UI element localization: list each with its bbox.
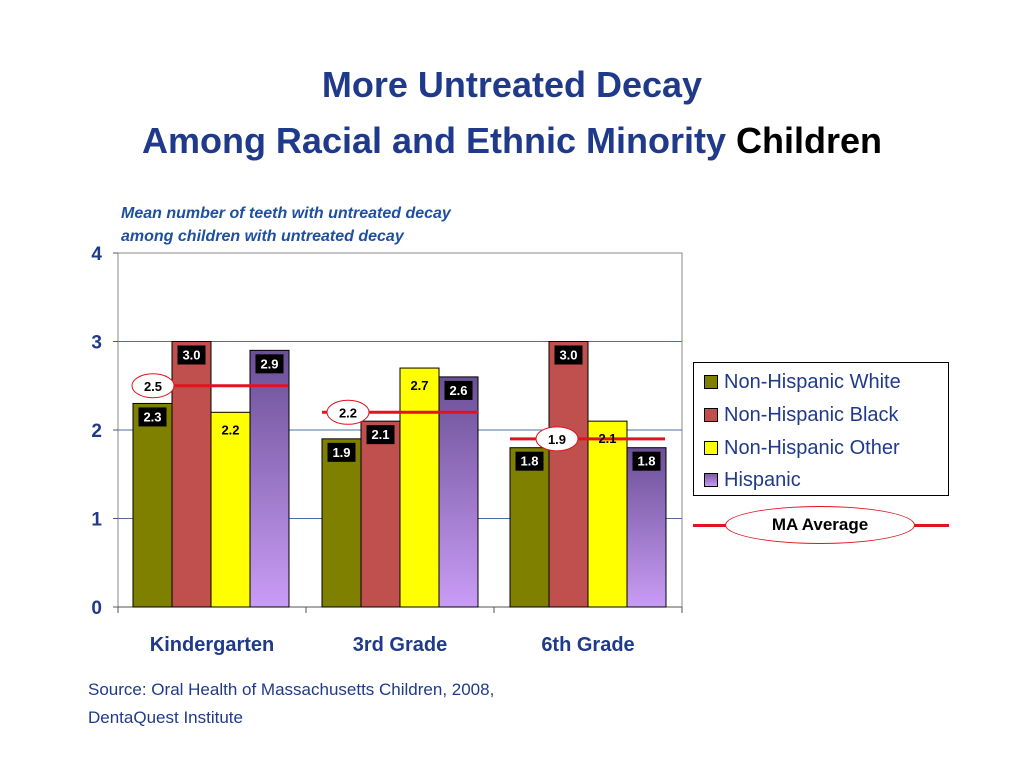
x-tick-label: Kindergarten bbox=[150, 634, 274, 656]
data-label-bg bbox=[366, 425, 395, 445]
source-citation: Source: Oral Health of Massachusetts Chi… bbox=[88, 676, 494, 732]
x-tick-label: 3rd Grade bbox=[353, 634, 447, 656]
legend-label-black: Non-Hispanic Black bbox=[724, 403, 899, 426]
data-label: 1.8 bbox=[520, 454, 538, 469]
ma-average-oval bbox=[535, 426, 579, 452]
data-label-bg bbox=[632, 451, 661, 471]
chart-subtitle-line1: Mean number of teeth with untreated deca… bbox=[121, 205, 451, 222]
bar-other bbox=[399, 367, 440, 608]
data-label-bg bbox=[255, 354, 284, 374]
ma-average-label: MA Average bbox=[725, 506, 915, 544]
bar-hispanic bbox=[438, 376, 479, 608]
legend-swatch-black bbox=[704, 408, 718, 422]
ma-legend-line-right bbox=[907, 524, 949, 527]
ma-average-value: 2.5 bbox=[144, 379, 162, 394]
chart-subtitle: Mean number of teeth with untreated deca… bbox=[121, 202, 451, 248]
data-label: 1.8 bbox=[637, 454, 655, 469]
y-tick-label: 4 bbox=[91, 244, 102, 265]
title-black-part: Children bbox=[736, 120, 883, 161]
page-subtitle-title: Among Racial and Ethnic Minority Childre… bbox=[0, 120, 1024, 162]
y-tick-label: 0 bbox=[91, 598, 102, 619]
data-label: 2.1 bbox=[371, 427, 389, 442]
source-line1: Source: Oral Health of Massachusetts Chi… bbox=[88, 680, 495, 699]
data-label: 2.3 bbox=[143, 409, 161, 424]
x-tick-label: 6th Grade bbox=[541, 634, 634, 656]
source-line2: DentaQuest Institute bbox=[88, 708, 243, 727]
legend-swatch-other bbox=[704, 441, 718, 455]
legend-item-hispanic: Hispanic bbox=[704, 465, 801, 495]
legend-swatch-white bbox=[704, 375, 718, 389]
legend-item-black: Non-Hispanic Black bbox=[704, 400, 899, 430]
data-label-bg bbox=[515, 451, 544, 471]
legend-label-hispanic: Hispanic bbox=[724, 468, 801, 491]
bar-white bbox=[509, 447, 550, 608]
bar-hispanic bbox=[626, 447, 667, 608]
title-colored-part: Among Racial and Ethnic Minority bbox=[141, 120, 727, 161]
data-label-bg bbox=[177, 345, 206, 365]
data-label: 2.2 bbox=[221, 422, 239, 437]
ma-average-oval bbox=[131, 373, 175, 399]
y-tick-label: 3 bbox=[91, 333, 102, 354]
chart-legend: Non-Hispanic White Non-Hispanic Black No… bbox=[693, 362, 949, 496]
ma-legend-line-left bbox=[693, 524, 733, 527]
legend-item-white: Non-Hispanic White bbox=[704, 367, 901, 397]
legend-swatch-hispanic bbox=[704, 473, 718, 487]
data-label: 2.7 bbox=[410, 378, 428, 393]
chart-subtitle-line2: among children with untreated decay bbox=[121, 228, 404, 245]
bar-black bbox=[171, 341, 212, 608]
legend-label-other: Non-Hispanic Other bbox=[724, 436, 900, 459]
data-label: 3.0 bbox=[559, 348, 577, 363]
data-label: 1.9 bbox=[332, 445, 350, 460]
data-label-bg bbox=[138, 407, 167, 427]
bar-black bbox=[360, 420, 401, 608]
data-label: 2.1 bbox=[598, 431, 616, 446]
bar-white bbox=[321, 438, 362, 608]
ma-average-value: 2.2 bbox=[339, 405, 357, 420]
ma-average-value: 1.9 bbox=[548, 432, 566, 447]
data-label: 3.0 bbox=[182, 348, 200, 363]
data-label-bg bbox=[444, 380, 473, 400]
ma-average-oval bbox=[326, 399, 370, 425]
y-tick-label: 2 bbox=[91, 421, 102, 442]
ma-average-legend: MA Average bbox=[693, 505, 949, 545]
bar-other bbox=[587, 420, 628, 608]
bar-hispanic bbox=[249, 349, 290, 608]
data-label: 2.6 bbox=[449, 383, 467, 398]
bar-white bbox=[132, 402, 173, 608]
data-label: 2.9 bbox=[260, 356, 278, 371]
y-tick-label: 1 bbox=[91, 510, 102, 531]
data-label-bg bbox=[327, 442, 356, 462]
bar-other bbox=[210, 411, 251, 608]
legend-item-other: Non-Hispanic Other bbox=[704, 433, 900, 463]
page-title: More Untreated Decay bbox=[321, 64, 703, 105]
data-label-bg bbox=[554, 345, 583, 365]
bar-black bbox=[548, 341, 589, 608]
legend-label-white: Non-Hispanic White bbox=[724, 370, 901, 393]
